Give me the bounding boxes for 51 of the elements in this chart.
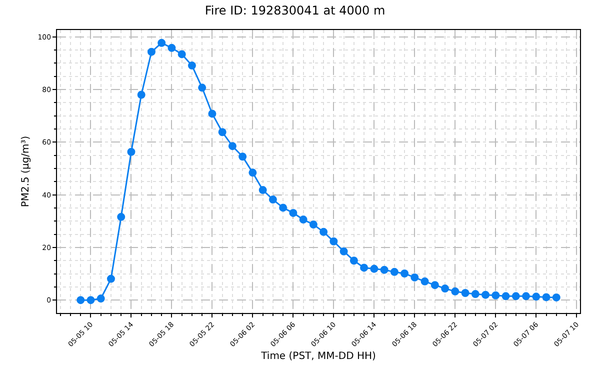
point	[178, 50, 186, 58]
point	[420, 277, 429, 286]
y-axis-title: PM2.5 (µg/m³)	[20, 136, 32, 208]
point	[218, 128, 226, 136]
point	[390, 268, 398, 276]
point	[552, 293, 560, 302]
chart-title: Fire ID: 192830041 at 4000 m	[204, 3, 386, 18]
point	[137, 90, 146, 99]
point	[482, 290, 490, 299]
point	[330, 237, 338, 246]
point	[471, 290, 480, 298]
point	[106, 274, 115, 283]
point	[360, 264, 368, 272]
point	[320, 228, 328, 236]
point	[441, 284, 450, 293]
point	[430, 281, 439, 290]
point	[258, 186, 267, 194]
point	[279, 204, 288, 212]
point	[370, 264, 378, 273]
point	[228, 142, 236, 150]
point	[127, 148, 136, 156]
point	[147, 48, 156, 56]
point	[168, 44, 176, 52]
point	[117, 212, 126, 221]
point	[309, 220, 318, 229]
point	[86, 296, 95, 304]
point	[350, 256, 358, 265]
point	[198, 84, 206, 92]
point	[542, 293, 550, 302]
point	[492, 291, 500, 300]
point	[522, 292, 530, 300]
point	[461, 288, 470, 297]
point	[96, 294, 105, 303]
point	[340, 247, 348, 256]
point	[400, 270, 409, 278]
point	[248, 168, 257, 177]
point	[502, 292, 510, 300]
point	[208, 110, 216, 118]
point	[268, 196, 277, 204]
point	[512, 292, 520, 300]
point	[299, 216, 308, 224]
point	[451, 287, 460, 296]
x-axis-title: Time (PST, MM-DD HH)	[260, 351, 376, 362]
point	[158, 38, 166, 47]
point	[410, 273, 419, 282]
point	[76, 296, 85, 304]
point	[289, 208, 298, 217]
point	[532, 292, 540, 301]
point	[238, 152, 247, 161]
point	[188, 62, 196, 70]
point	[380, 266, 388, 274]
